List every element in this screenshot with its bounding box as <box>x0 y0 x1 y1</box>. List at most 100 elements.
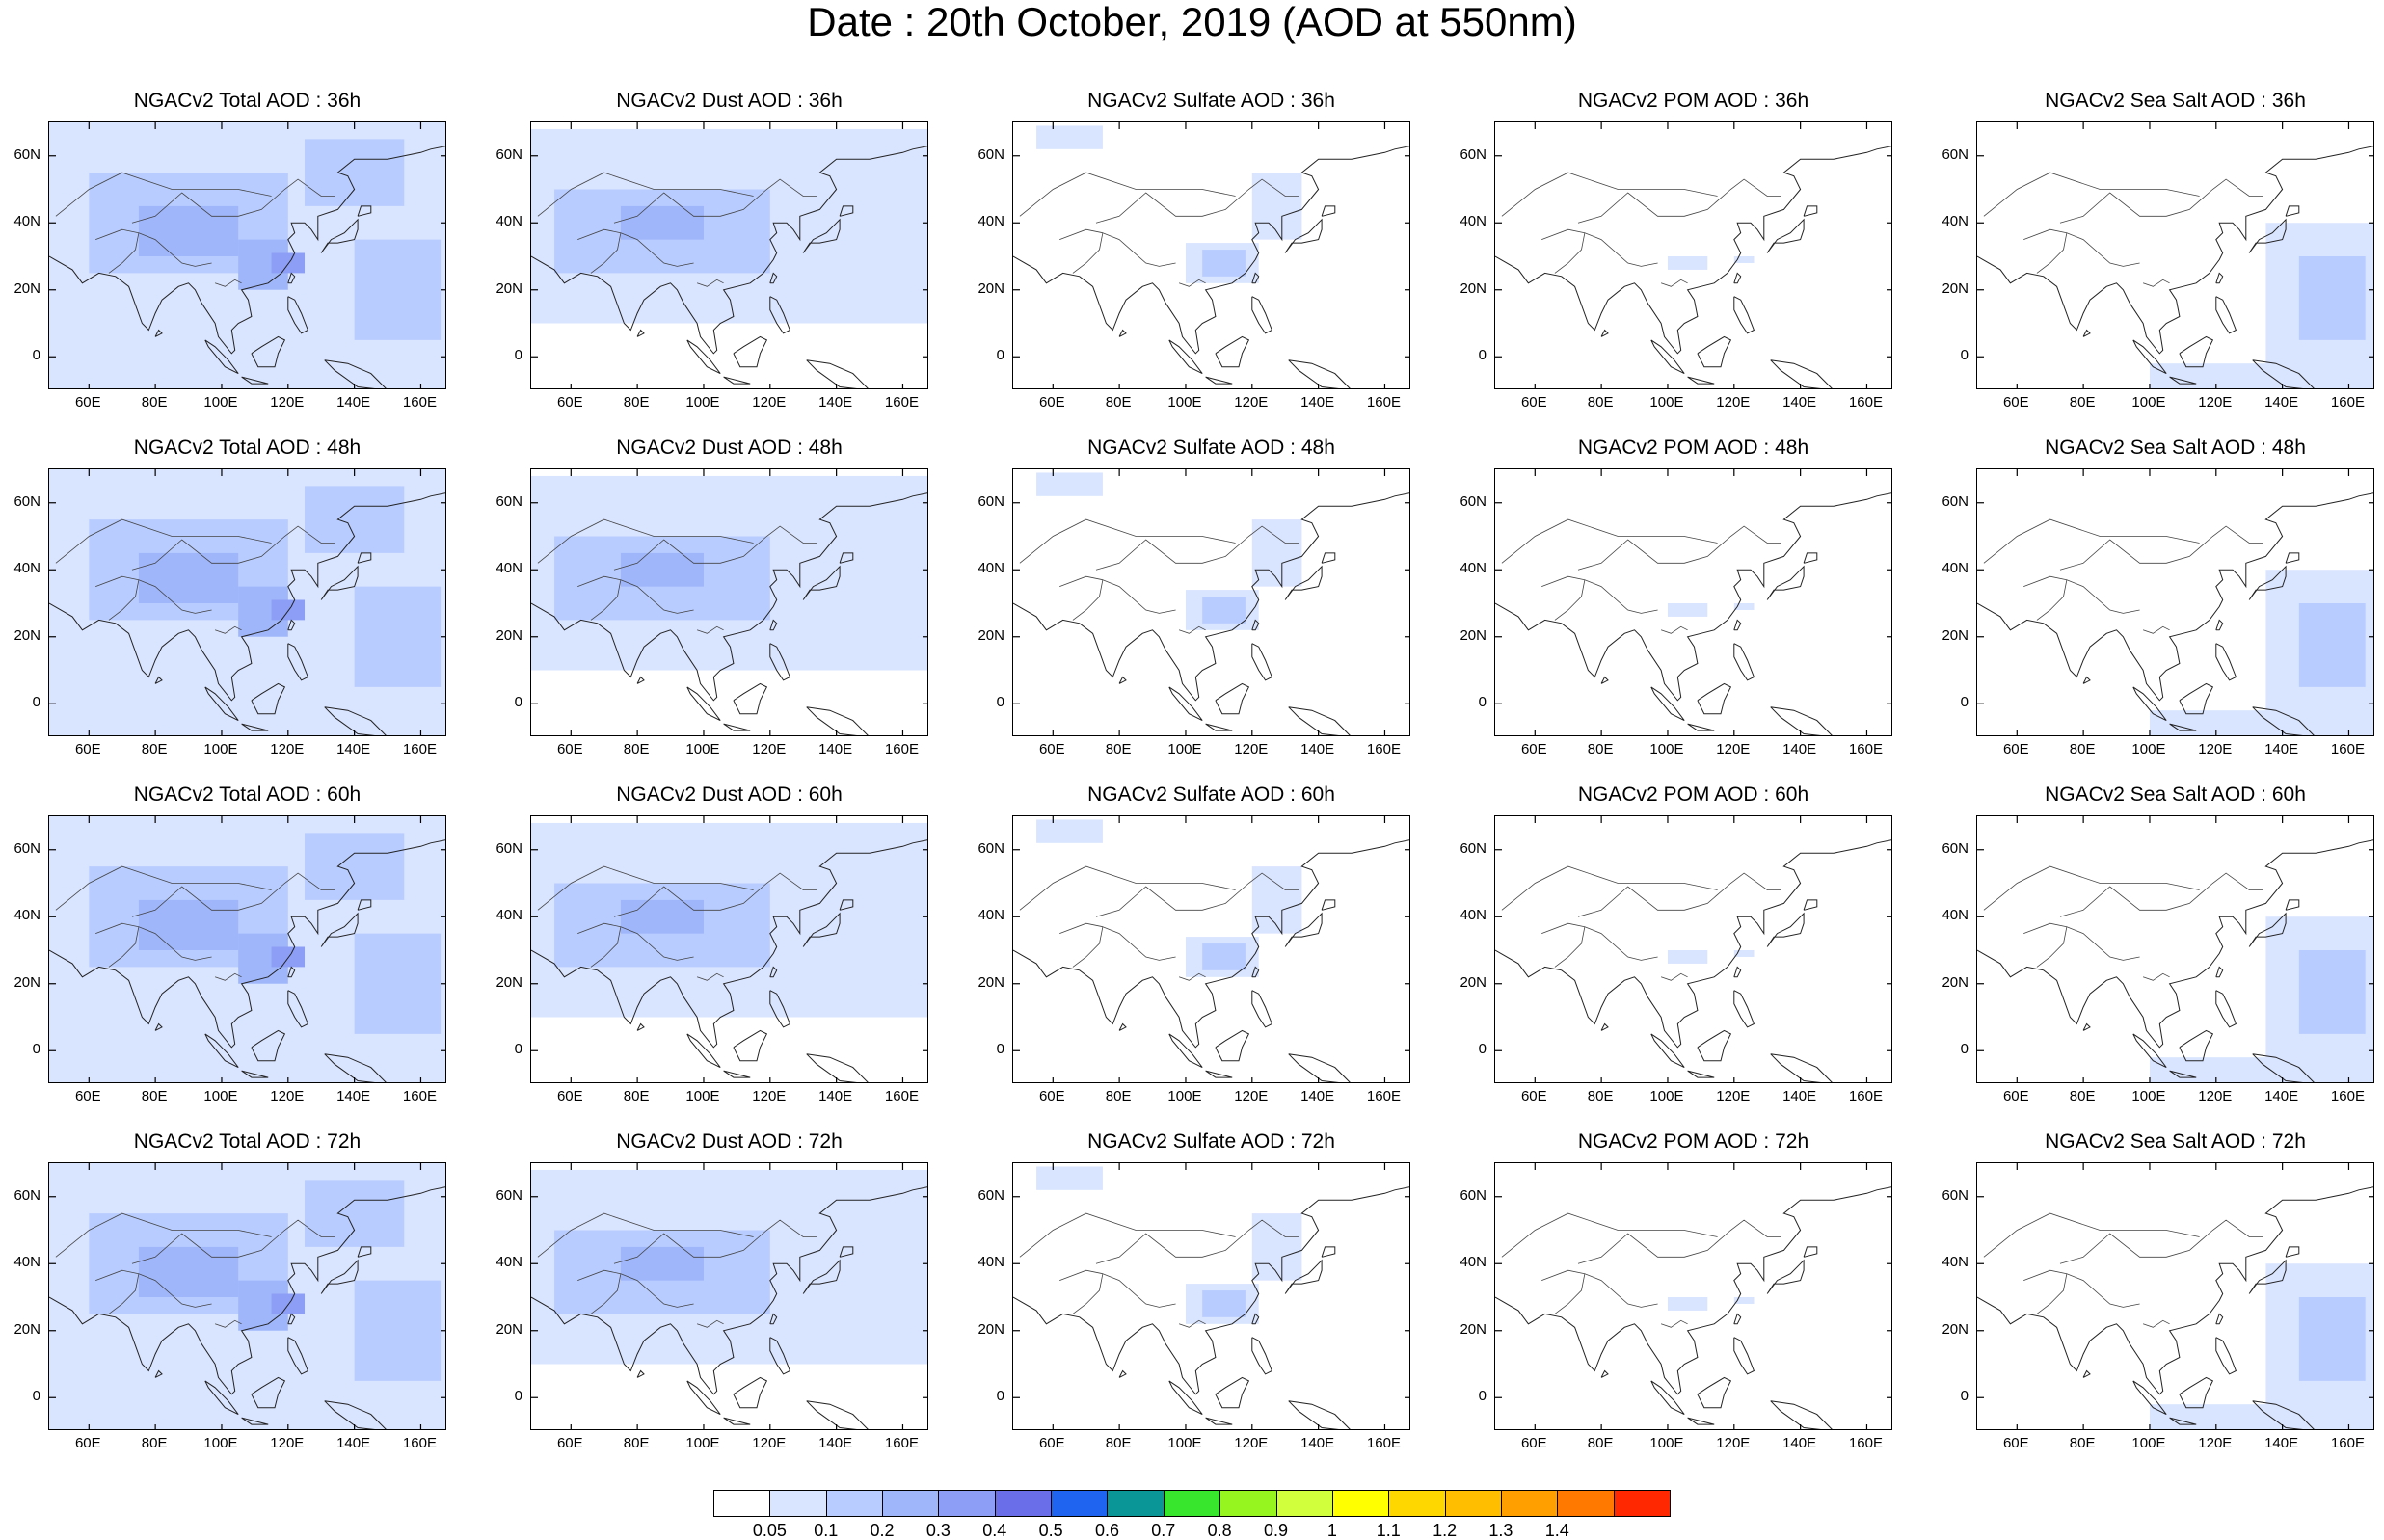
lat-tick-label: 40N <box>2 214 40 229</box>
lat-tick-label: 0 <box>484 1042 522 1057</box>
country-border <box>1073 580 1103 621</box>
coastline <box>1767 567 1804 600</box>
aod-field-patch <box>1668 1297 1707 1311</box>
map-canvas <box>49 122 446 389</box>
aod-field-patch <box>305 1180 404 1247</box>
lat-tick-label: 60N <box>1930 147 1969 163</box>
country-border <box>1984 173 2200 216</box>
lon-tick-label: 160E <box>400 1436 439 1451</box>
coastline <box>1495 492 1892 701</box>
colorbar-label: 1 <box>1327 1521 1337 1540</box>
colorbar-swatch <box>1051 1490 1108 1517</box>
lon-tick-label: 120E <box>268 395 307 411</box>
coastline <box>1771 1401 1834 1430</box>
coastline <box>2216 273 2223 282</box>
colorbar-label: 1.1 <box>1377 1521 1401 1540</box>
map-panel <box>48 121 446 389</box>
lat-tick-label: 40N <box>1930 1255 1969 1270</box>
aod-field-patch <box>272 600 305 621</box>
lon-tick-label: 140E <box>1299 395 1337 411</box>
map-panel <box>1976 121 2374 389</box>
map-canvas <box>1495 816 1892 1083</box>
lon-tick-label: 140E <box>335 395 373 411</box>
country-border <box>2023 923 2139 960</box>
lat-tick-label: 60N <box>1448 494 1487 510</box>
coastline <box>1601 1371 1608 1378</box>
lat-tick-label: 40N <box>2 908 40 923</box>
coastline <box>1771 1054 1834 1083</box>
coastline <box>2216 620 2223 629</box>
country-border <box>1541 229 1657 266</box>
lat-tick-label: 40N <box>2 1255 40 1270</box>
colorbar-swatch <box>1164 1490 1220 1517</box>
coastline <box>637 1024 644 1031</box>
country-border <box>1502 1213 1718 1257</box>
lat-tick-label: 20N <box>1930 975 1969 991</box>
country-border <box>2143 973 2170 980</box>
lat-tick-label: 60N <box>2 1188 40 1204</box>
colorbar-label: 0.8 <box>1208 1521 1232 1540</box>
country-border <box>1020 866 1236 910</box>
map-canvas <box>1977 122 2374 389</box>
lat-tick-label: 20N <box>966 281 1004 297</box>
lon-tick-label: 60E <box>1032 1436 1071 1451</box>
coastline <box>1734 297 1755 333</box>
coastline <box>1688 724 1715 730</box>
lat-tick-label: 0 <box>1930 1389 1969 1404</box>
colorbar-swatch <box>1107 1490 1164 1517</box>
aod-field-patch <box>1036 125 1103 148</box>
panel-title: NGACv2 Total AOD : 72h <box>0 1130 498 1154</box>
coastline <box>1601 1024 1608 1031</box>
lon-tick-label: 100E <box>683 395 722 411</box>
coastline <box>1601 331 1608 337</box>
lat-tick-label: 40N <box>1930 908 1969 923</box>
coastline <box>2286 206 2299 216</box>
lat-tick-label: 0 <box>484 695 522 710</box>
coastline <box>734 336 767 366</box>
country-border <box>1984 519 2200 563</box>
lon-tick-label: 120E <box>1232 1436 1271 1451</box>
lon-tick-label: 160E <box>1846 1089 1885 1104</box>
coastline <box>1651 687 1684 721</box>
map-panel <box>1976 1162 2374 1430</box>
coastline <box>1119 1371 1126 1378</box>
lat-tick-label: 0 <box>966 348 1004 363</box>
aod-field-patch <box>1202 597 1246 624</box>
lon-tick-label: 80E <box>617 1436 656 1451</box>
panel-title: NGACv2 Sea Salt AOD : 48h <box>1925 437 2384 460</box>
lon-tick-label: 80E <box>1099 395 1138 411</box>
aod-field-patch <box>1202 250 1246 277</box>
colorbar-swatch <box>1276 1490 1333 1517</box>
colorbar-swatch <box>1388 1490 1445 1517</box>
map-panel <box>530 121 928 389</box>
coastline <box>1216 1377 1249 1407</box>
panel-title: NGACv2 Sea Salt AOD : 60h <box>1925 783 2384 807</box>
lon-tick-label: 160E <box>2328 1436 2367 1451</box>
lon-tick-label: 60E <box>1514 742 1553 757</box>
coastline <box>1206 1418 1233 1424</box>
country-border <box>1555 1274 1585 1314</box>
coastline <box>1804 206 1817 216</box>
lat-tick-label: 60N <box>1930 841 1969 857</box>
coastline <box>734 683 767 713</box>
lon-tick-label: 120E <box>1232 742 1271 757</box>
lon-tick-label: 100E <box>683 1436 722 1451</box>
lon-tick-label: 160E <box>1364 1089 1403 1104</box>
country-border <box>2143 1320 2170 1327</box>
map-canvas <box>49 1163 446 1430</box>
colorbar-swatch <box>1614 1490 1671 1517</box>
lon-tick-label: 60E <box>68 1089 107 1104</box>
lon-tick-label: 80E <box>1581 395 1620 411</box>
lat-tick-label: 40N <box>484 561 522 576</box>
aod-field-patch <box>621 900 704 934</box>
coastline <box>1495 1186 1892 1394</box>
lon-tick-label: 80E <box>1581 1436 1620 1451</box>
map-canvas <box>1013 1163 1410 1430</box>
lon-tick-label: 80E <box>1099 1436 1138 1451</box>
lon-tick-label: 140E <box>335 1089 373 1104</box>
coastline <box>1216 336 1249 366</box>
aod-field-patch <box>2299 1297 2366 1381</box>
aod-field-patch <box>139 1247 238 1297</box>
coastline <box>687 340 720 374</box>
lat-tick-label: 40N <box>484 1255 522 1270</box>
